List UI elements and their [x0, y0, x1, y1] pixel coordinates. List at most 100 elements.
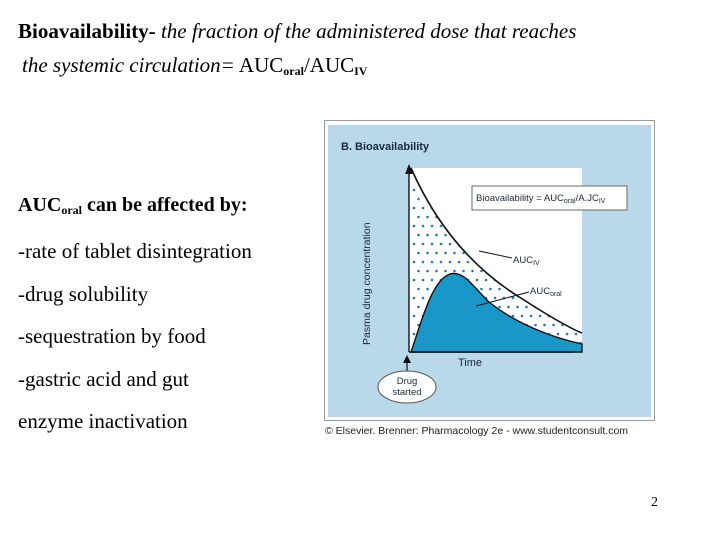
auc-iv-dot [462, 269, 465, 273]
auc-iv-dot [493, 296, 497, 300]
auc-iv-dot [417, 215, 420, 219]
auc-iv-dot [435, 269, 438, 273]
auc-iv-dot [457, 260, 461, 264]
auc-iv-leader [478, 250, 513, 259]
auc-iv-dot [453, 251, 456, 255]
auc-iv-dot [543, 323, 546, 327]
auc-iv-dot [444, 251, 447, 255]
auc-iv-dot [421, 242, 425, 246]
auc-iv-dot [480, 287, 483, 291]
auc-iv-dot [421, 206, 425, 210]
auc-iv-dot [417, 269, 420, 273]
title-formula-sub-oral: oral [283, 64, 304, 78]
auc-iv-dot [484, 278, 488, 282]
auc-iv-dot [412, 224, 416, 228]
auc-iv-dot [538, 314, 542, 318]
factor-item: -drug solubility [18, 281, 149, 306]
y-axis-label: Pasma drug concentration [361, 222, 373, 345]
auc-iv-dot [412, 188, 416, 192]
auc-iv-dot [412, 242, 416, 246]
auc-iv-dot [498, 305, 501, 309]
auc-iv-dot [507, 305, 510, 309]
auc-iv-dot [417, 251, 420, 255]
auc-iv-dot [529, 314, 533, 318]
factor-item: -gastric acid and gut [18, 366, 189, 391]
auc-iv-dot [412, 332, 416, 336]
factor-list: -rate of tablet disintegration -drug sol… [18, 230, 252, 443]
y-axis-arrow-icon [405, 164, 413, 174]
auc-iv-dot [421, 296, 425, 300]
title-formula-prefix: AUC [234, 53, 284, 77]
drug-started-label-2: started [392, 387, 421, 398]
auc-oral-area [410, 272, 583, 353]
auc-iv-dot [439, 224, 443, 228]
auc-iv-dot [430, 242, 434, 246]
auc-iv-dot [426, 251, 429, 255]
auc-iv-dot [480, 269, 483, 273]
auc-iv-label: AUCIV [513, 255, 540, 267]
auc-iv-dot [421, 260, 425, 264]
factor-item: enzyme inactivation [18, 409, 188, 433]
auc-iv-dot [448, 242, 452, 246]
auc-iv-dot [435, 251, 438, 255]
auc-iv-dot [462, 251, 465, 255]
auc-oral-label: AUCoral [530, 286, 562, 298]
auc-iv-dot [417, 287, 420, 291]
auc-iv-dot [448, 260, 452, 264]
factor-item: -sequestration by food [18, 324, 206, 348]
title-formula-sub-iv: IV [354, 64, 368, 78]
auc-iv-dot [412, 314, 416, 318]
bioavailability-diagram: B. Bioavailability Time Pasma drug conce… [324, 120, 655, 421]
auc-iv-dot [475, 278, 479, 282]
iv-curve [410, 167, 583, 334]
auc-iv-dot [471, 269, 474, 273]
auc-iv-dot [556, 332, 560, 336]
auc-iv-dot [435, 233, 438, 237]
auc-iv-dot [412, 206, 416, 210]
auc-iv-dot [511, 314, 515, 318]
auc-iv-dot [534, 323, 537, 327]
auc-iv-dot [444, 269, 447, 273]
panel-title: B. Bioavailability [341, 141, 430, 153]
auc-iv-dot [426, 287, 429, 291]
auc-iv-dot [430, 224, 434, 228]
drug-started-bubble [377, 370, 437, 404]
auc-iv-dot [516, 305, 519, 309]
auc-iv-dot [498, 287, 501, 291]
affect-heading-prefix: AUC [18, 194, 62, 216]
auc-iv-dot [430, 278, 434, 282]
start-arrow-icon [403, 355, 411, 363]
auc-iv-dot [421, 278, 425, 282]
auc-iv-dot [417, 197, 420, 201]
auc-iv-dot [466, 260, 470, 264]
auc-iv-dot [520, 314, 524, 318]
auc-iv-dot [417, 305, 420, 309]
auc-iv-dot [565, 332, 569, 336]
auc-iv-dot [439, 260, 443, 264]
auc-iv-dot [421, 224, 425, 228]
auc-iv-dot [453, 269, 456, 273]
title-formula-mid: /AUC [303, 53, 355, 77]
auc-iv-dot [489, 287, 492, 291]
auc-iv-dot [426, 215, 429, 219]
auc-iv-dot [417, 233, 420, 237]
bioavailability-figure: B. Bioavailability Time Pasma drug conce… [324, 120, 655, 421]
figure-caption: © Elsevier. Brenner: Pharmacology 2e - w… [325, 425, 629, 437]
title-line-2: the systemic circulation= AUCoral/AUCIV [22, 48, 576, 88]
factor-item: -rate of tablet disintegration [18, 239, 252, 263]
auc-iv-dot [430, 260, 434, 264]
affect-heading-suffix: can be affected by: [82, 194, 248, 216]
formula-box [471, 185, 628, 211]
title-term: Bioavailability- [18, 19, 156, 43]
auc-iv-dot [426, 233, 429, 237]
auc-iv-dot [552, 323, 555, 327]
auc-iv-dot [412, 260, 416, 264]
auc-iv-dot [426, 269, 429, 273]
auc-iv-dot [444, 233, 447, 237]
page-number: 2 [651, 495, 658, 510]
auc-iv-dot [439, 242, 443, 246]
affect-heading-sub: oral [61, 203, 83, 217]
auc-oral-leader [475, 291, 530, 307]
title-definition-1: the fraction of the administered dose th… [155, 19, 577, 43]
affect-heading: AUCoral can be affected by: [18, 194, 248, 218]
